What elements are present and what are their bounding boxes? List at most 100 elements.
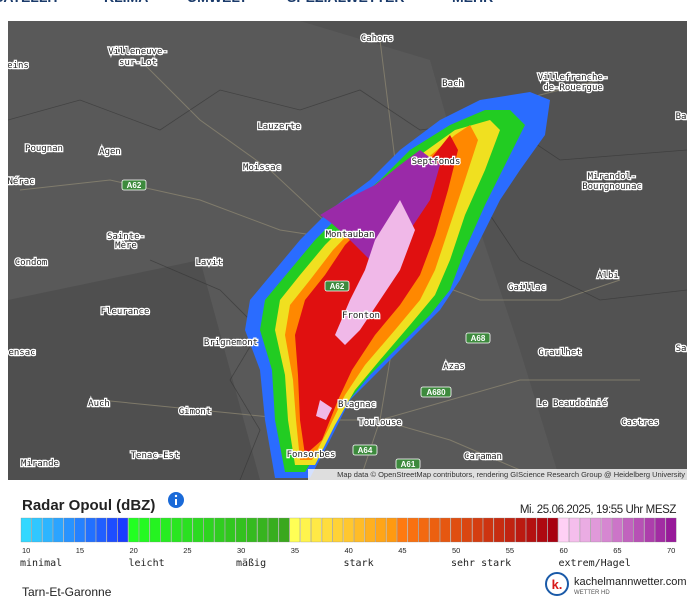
scale-step bbox=[429, 517, 440, 543]
scale-step bbox=[96, 517, 107, 543]
scale-category: sehr stark bbox=[451, 558, 511, 569]
place-label: Agen bbox=[99, 147, 121, 157]
nav-item[interactable]: SPEZIALWETTER bbox=[287, 0, 404, 5]
place-label: Gimont bbox=[179, 407, 212, 417]
scale-step bbox=[53, 517, 64, 543]
scale-step bbox=[300, 517, 311, 543]
scale-step bbox=[31, 517, 43, 543]
scale-step bbox=[590, 517, 602, 543]
place-label: Mère bbox=[115, 240, 137, 251]
info-icon[interactable] bbox=[168, 492, 184, 508]
scale-step bbox=[20, 517, 32, 543]
nav-item[interactable]: KLIMA bbox=[104, 0, 148, 5]
scale-step bbox=[515, 517, 526, 543]
road-badge bbox=[465, 332, 491, 344]
place-label: Villefranche- bbox=[538, 73, 608, 83]
scale-tick-label: 20 bbox=[130, 546, 138, 555]
scale-step bbox=[128, 517, 139, 543]
scale-step bbox=[386, 517, 397, 543]
scale-step bbox=[343, 517, 354, 543]
scale-tick-label: 30 bbox=[237, 546, 245, 555]
scale-step bbox=[483, 517, 494, 543]
scale-step bbox=[257, 517, 268, 543]
scale-step bbox=[235, 517, 247, 543]
scale-step bbox=[493, 517, 505, 543]
scale-step bbox=[225, 517, 236, 543]
brand-logo[interactable]: k. kachelmannwetter.com WETTER HD bbox=[545, 572, 687, 596]
scale-tick-label: 60 bbox=[560, 546, 568, 555]
place-label: Graulhet bbox=[538, 348, 581, 358]
scale-step bbox=[536, 517, 548, 543]
scale-step bbox=[278, 517, 290, 543]
nav-item[interactable]: SATELLIT bbox=[0, 0, 60, 5]
scale-step bbox=[311, 517, 322, 543]
scale-step bbox=[42, 517, 53, 543]
place-label: Castres bbox=[621, 418, 659, 428]
scale-step bbox=[440, 517, 451, 543]
scale-category: stark bbox=[344, 558, 374, 569]
scale-step bbox=[622, 517, 634, 543]
scale-tick-label: 25 bbox=[183, 546, 191, 555]
scale-tick-label: 70 bbox=[667, 546, 675, 555]
road-badge bbox=[324, 280, 350, 292]
region-name: Tarn-Et-Garonne bbox=[22, 585, 112, 597]
place-label: Brignemont bbox=[204, 338, 258, 348]
place-label: Mirande bbox=[21, 459, 59, 469]
scale-category: minimal bbox=[20, 558, 62, 569]
scale-step bbox=[504, 517, 516, 543]
road-label: A68 bbox=[471, 334, 486, 343]
scale-step bbox=[106, 517, 118, 543]
place-label: Fleurance bbox=[101, 307, 150, 317]
place-label: Gaillac bbox=[508, 283, 546, 293]
nav-item[interactable]: MEHR bbox=[452, 0, 493, 5]
place-label: Tenac-Est bbox=[131, 451, 180, 461]
scale-step bbox=[289, 517, 301, 543]
scale-step bbox=[139, 517, 150, 543]
scale-step bbox=[655, 517, 666, 543]
place-label: Bach bbox=[442, 79, 464, 89]
color-scale: 10 15 20 25 30 35 40 45 50 55 60 65 70 minimal leicht m… bbox=[20, 517, 677, 569]
scale-category: extrem/Hagel bbox=[559, 558, 631, 569]
place-label: Nérac bbox=[7, 176, 34, 187]
map-attribution: Map data © OpenStreetMap contributors, r… bbox=[337, 470, 685, 479]
scale-step bbox=[192, 517, 204, 543]
scale-category: mäßig bbox=[236, 558, 266, 569]
scale-step bbox=[117, 517, 129, 543]
scale-step bbox=[407, 517, 419, 543]
scale-step bbox=[569, 517, 580, 543]
place-label: Toulouse bbox=[358, 418, 401, 428]
scale-step bbox=[364, 517, 376, 543]
scale-step bbox=[397, 517, 408, 543]
place-label: Sainte- bbox=[107, 232, 145, 242]
road-badge bbox=[121, 179, 147, 191]
scale-step bbox=[268, 517, 279, 543]
scale-tick-label: 45 bbox=[398, 546, 406, 555]
scale-tick-label: 50 bbox=[452, 546, 460, 555]
road-badge bbox=[420, 386, 452, 398]
place-label: Lavit bbox=[195, 258, 222, 268]
timestamp: Mi. 25.06.2025, 19:55 Uhr MESZ bbox=[520, 504, 676, 516]
legend-title: Radar Opoul (dBZ) bbox=[22, 497, 155, 514]
scale-step bbox=[214, 517, 225, 543]
place-label: Albi bbox=[597, 271, 619, 281]
radar-echo bbox=[245, 92, 550, 478]
logo-mark: k. bbox=[552, 577, 563, 592]
scale-tick-label: 35 bbox=[291, 546, 299, 555]
place-label: Blagnac bbox=[338, 400, 376, 410]
scale-step bbox=[526, 517, 537, 543]
place-label: Bourgnounac bbox=[582, 182, 642, 192]
scale-step bbox=[665, 517, 677, 543]
place-label: Condom bbox=[15, 258, 48, 268]
place-label: Lauzerte bbox=[257, 122, 300, 132]
place-label: Montauban bbox=[326, 230, 375, 240]
nav-item[interactable]: UMWELT bbox=[187, 0, 248, 5]
place-label: Pougnan bbox=[25, 144, 63, 154]
scale-step bbox=[85, 517, 96, 543]
road-label: A61 bbox=[401, 460, 416, 469]
scale-step bbox=[332, 517, 344, 543]
scale-step bbox=[63, 517, 75, 543]
place-label: Le Beaudoinié bbox=[537, 398, 607, 409]
scale-step bbox=[203, 517, 215, 543]
place-label: Mirandol- bbox=[588, 172, 637, 182]
